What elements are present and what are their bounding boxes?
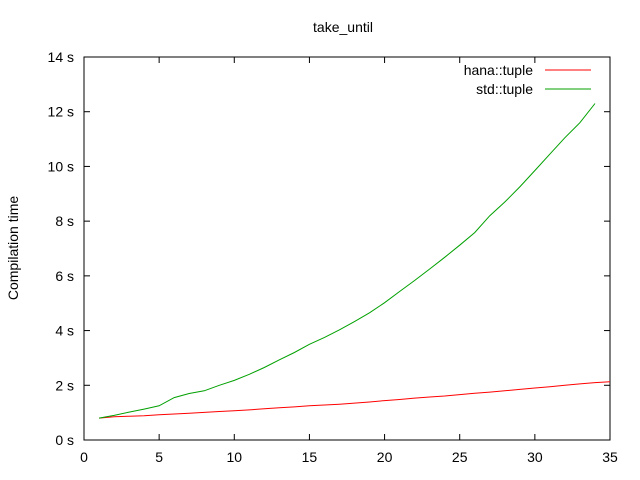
x-tick-label: 30 xyxy=(527,449,543,465)
x-tick-label: 35 xyxy=(602,449,618,465)
series-line-std-tuple xyxy=(98,103,596,419)
y-tick-label: 12 s xyxy=(48,104,74,120)
y-tick-label: 14 s xyxy=(48,49,74,65)
x-tick-label: 25 xyxy=(452,449,468,465)
y-axis-label: Compilation time xyxy=(5,196,21,300)
y-tick-label: 0 s xyxy=(55,432,74,448)
plot-area-frame xyxy=(83,56,611,441)
x-tick-label: 0 xyxy=(80,449,88,465)
x-tick-label: 10 xyxy=(226,449,242,465)
y-tick-label: 10 s xyxy=(48,158,74,174)
y-tick-label: 4 s xyxy=(55,323,74,339)
y-tick-label: 2 s xyxy=(55,377,74,393)
y-tick-label: 8 s xyxy=(55,213,74,229)
legend-label: std::tuple xyxy=(476,81,533,97)
y-tick-label: 6 s xyxy=(55,268,74,284)
legend-label: hana::tuple xyxy=(464,62,533,78)
x-tick-label: 15 xyxy=(302,449,318,465)
chart-title: take_until xyxy=(313,19,373,35)
x-tick-label: 5 xyxy=(155,449,163,465)
x-tick-label: 20 xyxy=(377,449,393,465)
series-line-hana-tuple xyxy=(98,381,611,419)
